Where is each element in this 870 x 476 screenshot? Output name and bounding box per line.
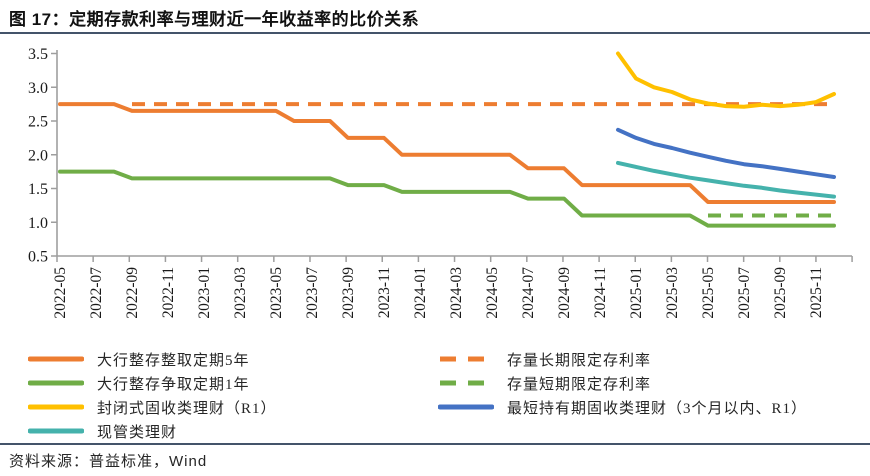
- legend-item: 大行整存整取定期5年: [28, 347, 277, 371]
- x-tick-label: 2022-09: [124, 267, 141, 319]
- x-tick-label: 2023-05: [268, 267, 285, 319]
- x-tick-label: 2023-07: [304, 267, 321, 319]
- x-tick-label: 2024-01: [412, 267, 429, 319]
- legend-label: 大行整存争取定期1年: [97, 376, 250, 393]
- legend-dashed-line-swatch: [440, 356, 492, 362]
- x-tick-label: 2025-01: [628, 267, 645, 319]
- series-line: [58, 102, 836, 204]
- legend-item: 最短持有期固收类理财（3个月以内、R1）: [438, 395, 807, 419]
- x-tick-label: 2024-05: [484, 267, 501, 319]
- x-tick-label: 2023-03: [232, 267, 249, 319]
- legend-label: 最短持有期固收类理财（3个月以内、R1）: [507, 400, 808, 417]
- legend-item: 封闭式固收类理财（R1）: [28, 395, 277, 419]
- chart-canvas: 0.5 1.0 1.5 2.0 2.5 3.0 3.5 2022-05 2022-07 2022-…: [28, 46, 853, 319]
- x-tick-label: 2022-07: [88, 267, 105, 319]
- legend-solid-line-swatch: [28, 404, 84, 410]
- x-tick-label: 2023-09: [340, 267, 357, 319]
- x-tick-label: 2023-11: [376, 267, 393, 318]
- y-tick-label: 0.5: [28, 249, 48, 266]
- footer-divider: [0, 443, 870, 445]
- x-tick-label: 2025-07: [736, 267, 753, 319]
- series-line: [616, 127, 836, 179]
- source-note: 资料来源：普益标准，Wind: [9, 453, 208, 470]
- x-tick-label: 2024-03: [448, 267, 465, 319]
- legend-item: 现管类理财: [28, 419, 277, 443]
- x-tick-label: 2025-05: [700, 267, 717, 319]
- y-tick-label: 1.5: [28, 181, 48, 198]
- legend-item: 存量长期限定存利率: [438, 347, 807, 371]
- x-tick-label: 2024-09: [556, 267, 573, 319]
- x-tick-label: 2025-09: [772, 267, 789, 319]
- y-tick-label: 3.0: [28, 80, 48, 97]
- legend-column-right: 存量长期限定存利率 存量短期限定存利率最短持有期固收类理财（3个月以内、R1）: [438, 347, 807, 419]
- legend-label: 封闭式固收类理财（R1）: [97, 400, 277, 417]
- y-tick-label: 3.5: [28, 46, 48, 63]
- legend-solid-line-swatch: [28, 356, 84, 362]
- legend-label: 现管类理财: [97, 424, 178, 441]
- y-tick-label: 2.0: [28, 147, 48, 164]
- chart-legend: 大行整存整取定期5年 大行整存争取定期1年封闭式固收类理财（R1） 现管类理财 存量…: [0, 347, 870, 443]
- x-tick-label: 2023-01: [196, 267, 213, 319]
- legend-label: 存量长期限定存利率: [507, 352, 652, 369]
- x-tick-label: 2022-05: [52, 267, 69, 319]
- x-tick-label: 2024-07: [520, 267, 537, 319]
- legend-label: 大行整存整取定期5年: [97, 352, 250, 369]
- y-tick-label: 1.0: [28, 215, 48, 232]
- x-tick-label: 2022-11: [160, 267, 177, 318]
- legend-solid-line-swatch: [28, 428, 84, 434]
- series-line: [616, 160, 836, 199]
- legend-column-left: 大行整存整取定期5年 大行整存争取定期1年封闭式固收类理财（R1） 现管类理财: [28, 347, 277, 443]
- legend-item: 存量短期限定存利率: [438, 371, 807, 395]
- y-tick-label: 2.5: [28, 114, 48, 131]
- x-tick-label: 2024-11: [592, 267, 609, 318]
- legend-item: 大行整存争取定期1年: [28, 371, 277, 395]
- series-line: [58, 169, 836, 228]
- title-divider: [0, 32, 870, 34]
- legend-dashed-line-swatch: [440, 380, 492, 386]
- x-tick-label: 2025-11: [808, 267, 825, 318]
- figure-title: 图 17：定期存款利率与理财近一年收益率的比价关系: [9, 10, 420, 29]
- series-line: [616, 51, 836, 109]
- x-tick-label: 2025-03: [664, 267, 681, 319]
- legend-label: 存量短期限定存利率: [507, 376, 652, 393]
- legend-solid-line-swatch: [438, 404, 494, 410]
- legend-solid-line-swatch: [28, 380, 84, 386]
